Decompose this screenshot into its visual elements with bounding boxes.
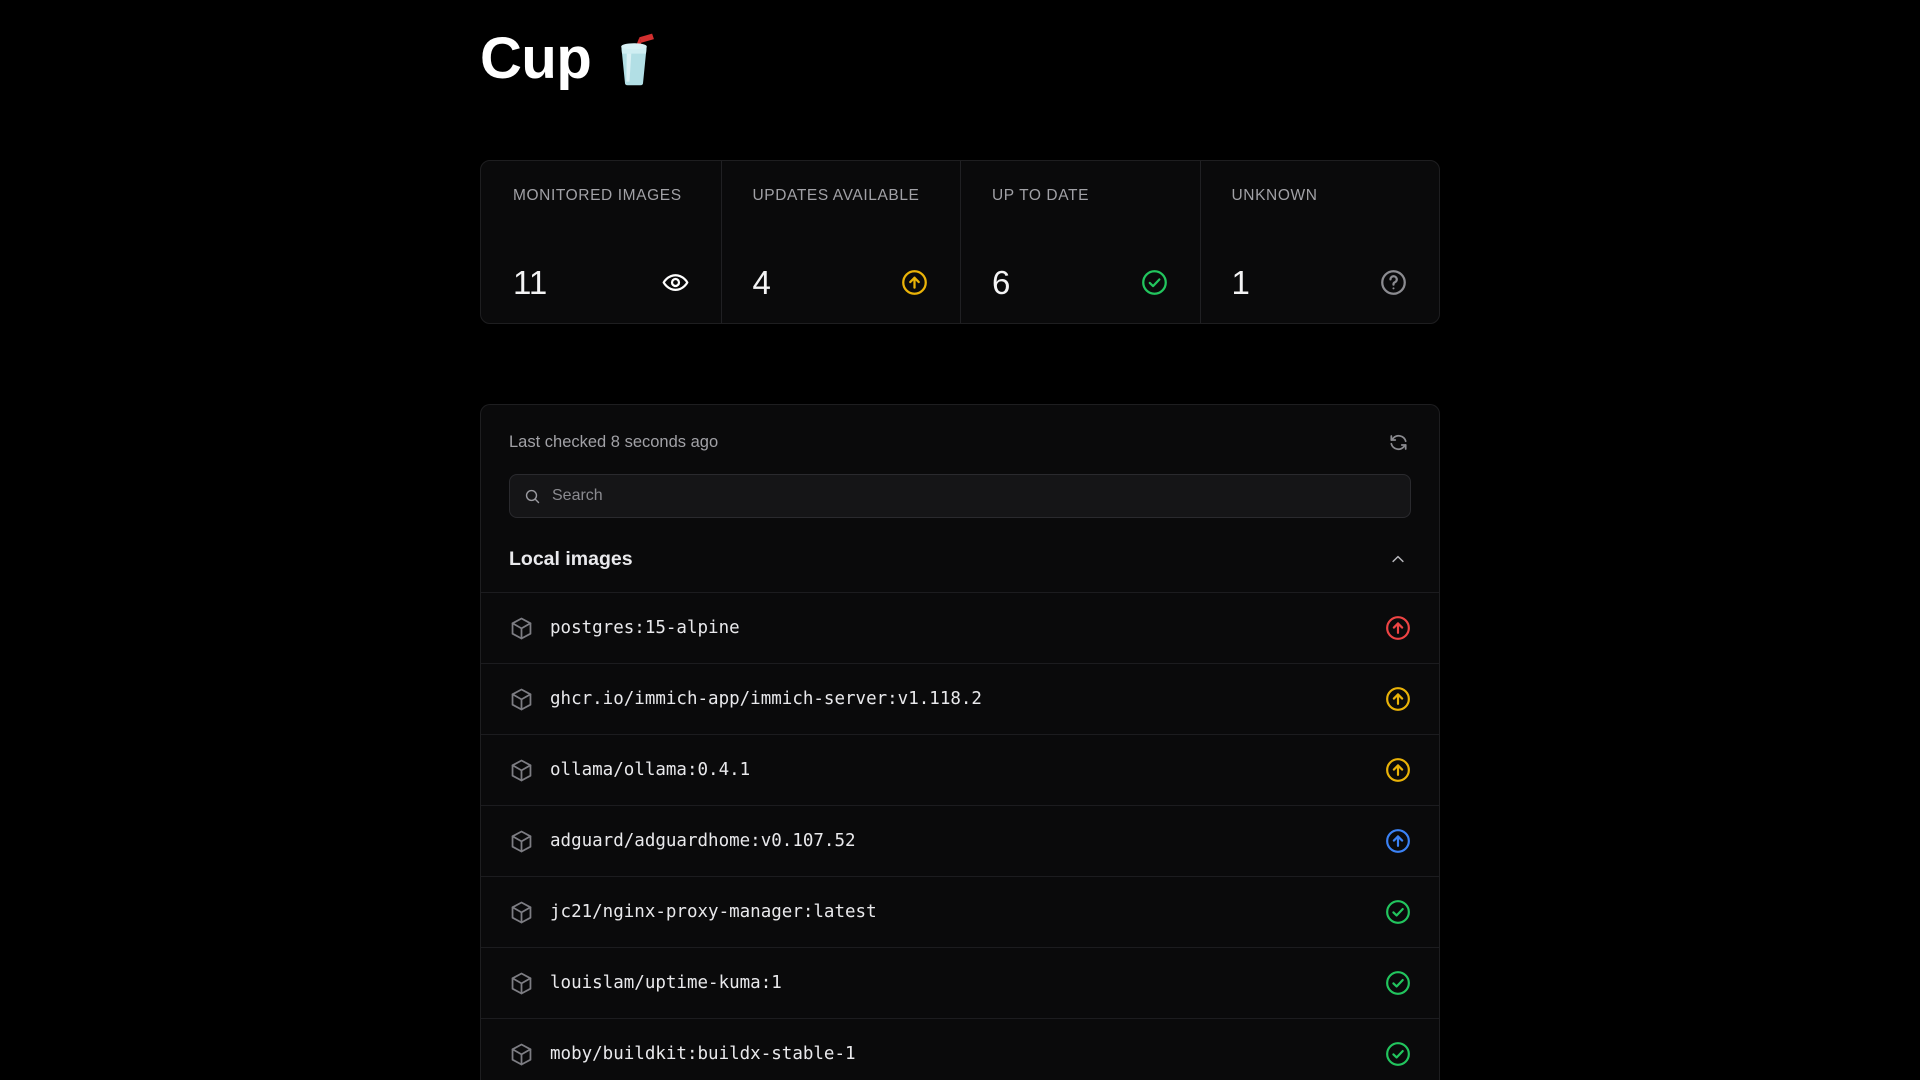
status-badge — [1385, 757, 1411, 783]
box-icon — [509, 971, 550, 996]
image-name: jc21/nginx-proxy-manager:latest — [550, 902, 877, 922]
local-images-section-header[interactable]: Local images — [481, 518, 1439, 592]
box-icon — [509, 829, 550, 854]
box-icon — [509, 687, 550, 712]
table-row[interactable]: ghcr.io/immich-app/immich-server:v1.118.… — [481, 663, 1439, 734]
local-images-list: postgres:15-alpine ghcr.io/immich-app/im… — [481, 592, 1439, 1080]
table-row[interactable]: moby/buildkit:buildx-stable-1 — [481, 1018, 1439, 1080]
table-row[interactable]: louislam/uptime-kuma:1 — [481, 947, 1439, 1018]
stat-value: 4 — [752, 264, 771, 301]
image-name: louislam/uptime-kuma:1 — [550, 973, 782, 993]
status-badge — [1385, 615, 1411, 641]
stat-value: 1 — [1231, 264, 1250, 301]
stat-card-monitored-images: MONITORED IMAGES 11 — [481, 161, 721, 323]
eye-icon — [662, 269, 689, 296]
table-row[interactable]: ollama/ollama:0.4.1 — [481, 734, 1439, 805]
stat-card-up-to-date: UP TO DATE 6 — [960, 161, 1200, 323]
panel-toolbar: Last checked 8 seconds ago — [481, 405, 1439, 518]
section-title: Local images — [509, 547, 633, 570]
stat-label: UPDATES AVAILABLE — [752, 187, 920, 204]
image-name: ghcr.io/immich-app/immich-server:v1.118.… — [550, 689, 982, 709]
image-name: ollama/ollama:0.4.1 — [550, 760, 751, 780]
image-name: adguard/adguardhome:v0.107.52 — [550, 831, 856, 851]
stats-summary: MONITORED IMAGES 11 UPDATES AVAILABLE 4 — [480, 160, 1440, 324]
stat-label: UNKNOWN — [1231, 187, 1318, 204]
refresh-button[interactable] — [1385, 429, 1411, 455]
stat-label: MONITORED IMAGES — [513, 187, 682, 204]
status-badge — [1385, 686, 1411, 712]
stat-label: UP TO DATE — [992, 187, 1090, 204]
status-badge — [1385, 899, 1411, 925]
question-circle-icon — [1380, 269, 1407, 296]
search-input[interactable] — [552, 487, 1396, 505]
table-row[interactable]: postgres:15-alpine — [481, 592, 1439, 663]
image-name: postgres:15-alpine — [550, 618, 740, 638]
table-row[interactable]: jc21/nginx-proxy-manager:latest — [481, 876, 1439, 947]
refresh-icon — [1388, 432, 1409, 453]
stat-value: 11 — [513, 264, 548, 301]
arrow-up-circle-icon — [901, 269, 928, 296]
images-panel: Last checked 8 seconds ago — [480, 404, 1440, 1080]
page-title: Cup — [480, 26, 592, 91]
box-icon — [509, 900, 550, 925]
stat-value: 6 — [992, 264, 1011, 301]
stat-card-unknown: UNKNOWN 1 — [1199, 161, 1440, 323]
search-box[interactable] — [509, 474, 1411, 518]
chevron-up-icon — [1389, 550, 1407, 568]
stat-card-updates-available: UPDATES AVAILABLE 4 — [720, 161, 961, 323]
box-icon — [509, 616, 550, 641]
box-icon — [509, 758, 550, 783]
status-badge — [1385, 970, 1411, 996]
image-name: moby/buildkit:buildx-stable-1 — [550, 1044, 856, 1064]
status-badge — [1385, 1041, 1411, 1067]
last-checked-row: Last checked 8 seconds ago — [509, 429, 1411, 455]
status-badge — [1385, 828, 1411, 854]
check-circle-icon — [1141, 269, 1168, 296]
search-icon — [524, 488, 541, 505]
cup-with-straw-icon — [605, 28, 663, 90]
app-header: Cup — [480, 28, 663, 90]
last-checked-label: Last checked 8 seconds ago — [509, 432, 719, 451]
table-row[interactable]: adguard/adguardhome:v0.107.52 — [481, 805, 1439, 876]
box-icon — [509, 1042, 550, 1067]
collapse-section-button[interactable] — [1385, 546, 1411, 572]
